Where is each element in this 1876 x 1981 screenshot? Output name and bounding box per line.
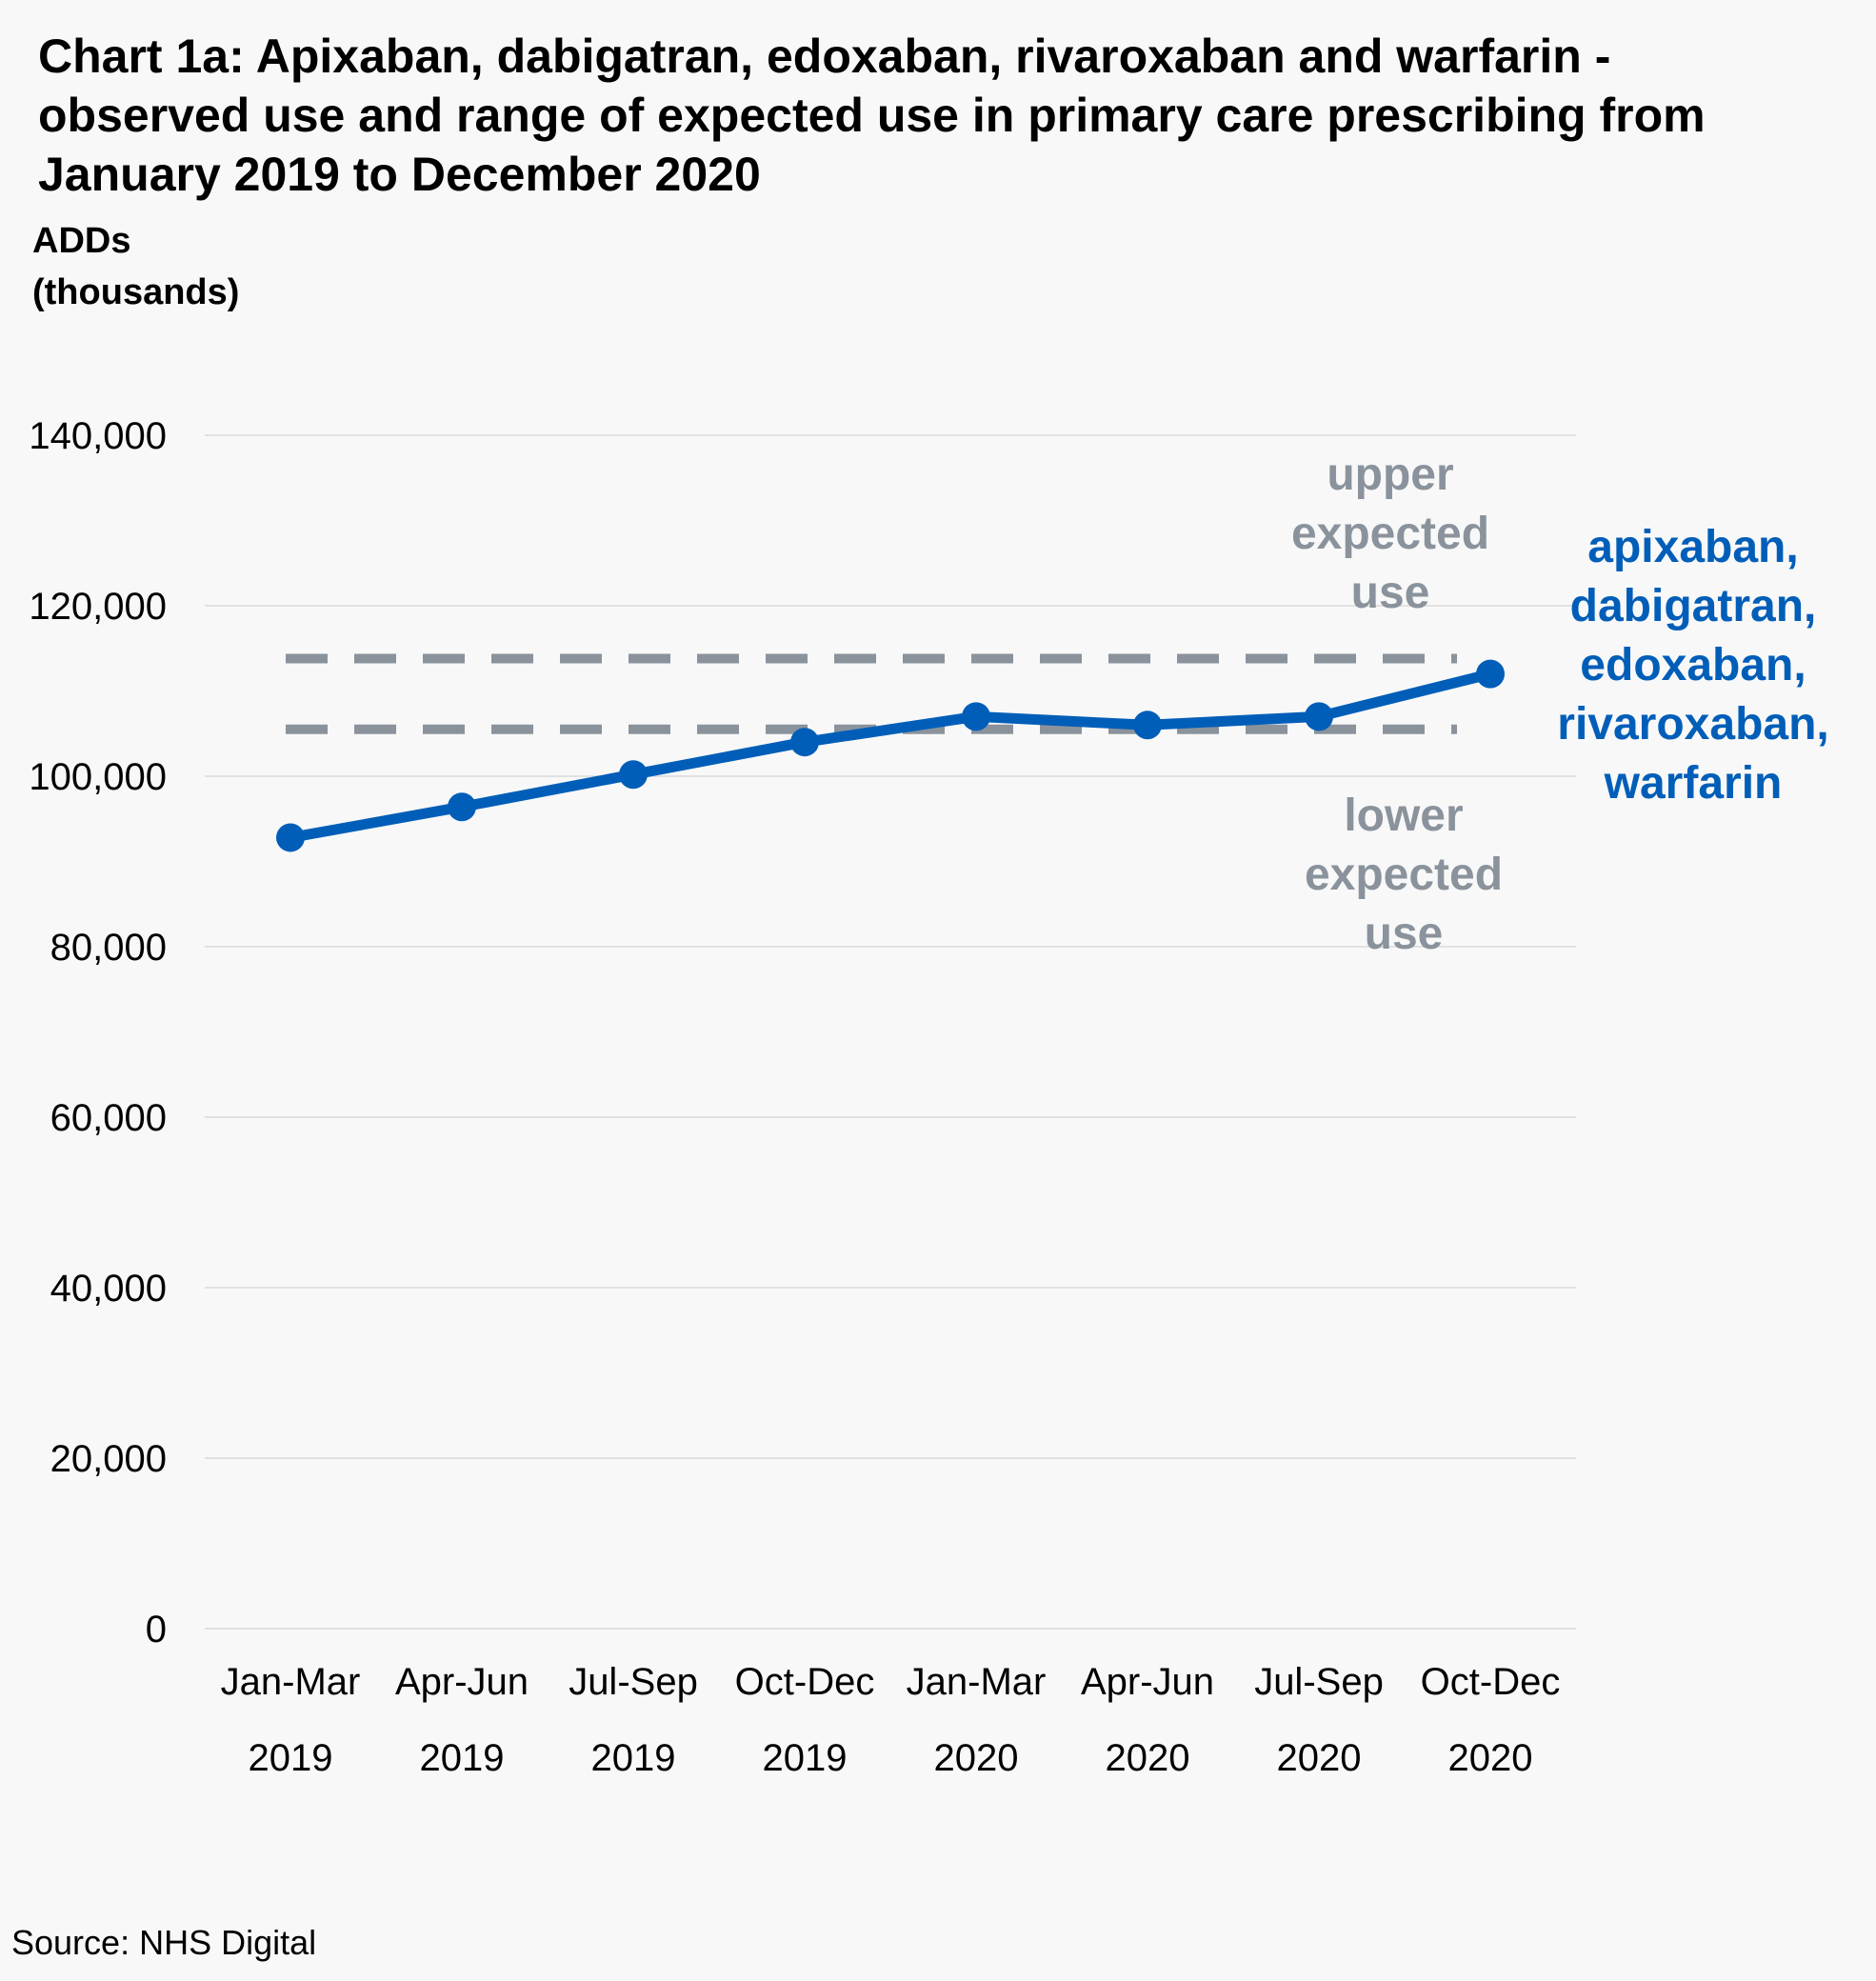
x-tick-label-period: Jan-Mar xyxy=(907,1661,1047,1703)
series-labels: upper expected use lower expected use apixaban… xyxy=(1291,450,1829,959)
upper-expected-use-label: use xyxy=(1351,568,1430,618)
y-tick-label: 20,000 xyxy=(50,1438,167,1480)
observed-use-point xyxy=(619,760,648,790)
y-tick-label: 60,000 xyxy=(50,1097,167,1139)
y-axis-label-line-2: (thousands) xyxy=(32,272,240,312)
y-tick-label: 80,000 xyxy=(50,927,167,969)
y-axis-label: ADDs (thousands) xyxy=(32,215,239,318)
y-axis-label-line-1: ADDs xyxy=(32,221,131,261)
x-axis-ticks: Jan-Mar 2019 Apr-Jun 2019 Jul-Sep 2019 Oct-Dec… xyxy=(221,1661,1561,1779)
y-tick-label: 0 xyxy=(146,1609,167,1651)
observed-use-point xyxy=(1305,702,1333,731)
x-tick-label-period: Apr-Jun xyxy=(1081,1661,1214,1703)
observed-use-point xyxy=(448,792,476,822)
observed-series-label: rivaroxaban, xyxy=(1557,699,1828,750)
observed-use-point xyxy=(276,823,305,852)
observed-series-label: warfarin xyxy=(1604,758,1783,809)
y-tick-label: 140,000 xyxy=(29,415,167,457)
x-tick-label-year: 2020 xyxy=(1277,1737,1362,1779)
y-tick-label: 120,000 xyxy=(29,586,167,628)
x-tick-label-period: Jan-Mar xyxy=(221,1661,361,1703)
observed-use-point xyxy=(962,702,990,731)
x-tick-label-year: 2019 xyxy=(420,1737,505,1779)
x-tick-label-year: 2019 xyxy=(249,1737,333,1779)
observed-use-point xyxy=(1476,659,1505,689)
observed-use-point xyxy=(790,728,819,757)
x-tick-label-period: Oct-Dec xyxy=(735,1661,875,1703)
series-layer xyxy=(276,653,1505,852)
observed-use-point xyxy=(1133,710,1162,740)
x-tick-label-period: Apr-Jun xyxy=(395,1661,529,1703)
x-tick-label-year: 2020 xyxy=(1448,1737,1533,1779)
y-tick-label: 40,000 xyxy=(50,1268,167,1310)
source-note: Source: NHS Digital xyxy=(11,1923,317,1962)
x-tick-label-period: Jul-Sep xyxy=(569,1661,698,1703)
x-tick-label-year: 2020 xyxy=(1106,1737,1190,1779)
gridlines xyxy=(205,434,1576,1630)
upper-expected-use-label: expected xyxy=(1291,509,1489,559)
x-tick-label-year: 2020 xyxy=(934,1737,1019,1779)
observed-use-line xyxy=(285,669,1496,843)
observed-series-label: dabigatran, xyxy=(1570,581,1817,631)
lower-expected-use-label: expected xyxy=(1305,850,1503,900)
x-tick-label-period: Oct-Dec xyxy=(1421,1661,1561,1703)
upper-expected-use-label: upper xyxy=(1327,450,1453,500)
y-axis-ticks: 0 20,000 40,000 60,000 80,000 100,000 120,000 1… xyxy=(29,415,167,1651)
chart-title: Chart 1a: Apixaban, dabigatran, edoxaban… xyxy=(38,30,1706,201)
observed-series-label: apixaban, xyxy=(1587,522,1798,572)
x-tick-label-year: 2019 xyxy=(591,1737,676,1779)
x-tick-label-period: Jul-Sep xyxy=(1254,1661,1384,1703)
lower-expected-use-label: lower xyxy=(1344,790,1463,841)
x-tick-label-year: 2019 xyxy=(763,1737,848,1779)
y-tick-label: 100,000 xyxy=(29,756,167,798)
observed-series-label: edoxaban, xyxy=(1580,640,1806,690)
lower-expected-use-label: use xyxy=(1365,909,1444,959)
